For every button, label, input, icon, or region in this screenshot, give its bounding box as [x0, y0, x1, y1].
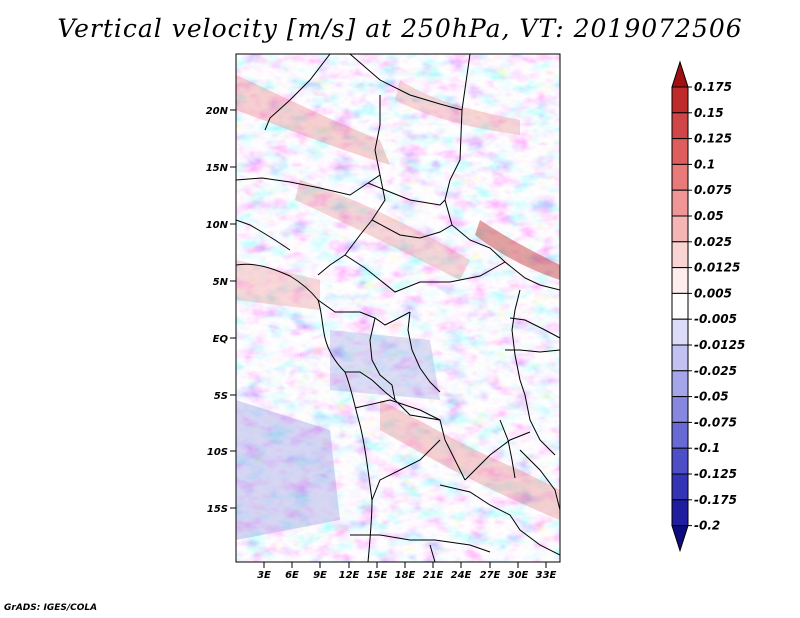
colorbar-segment — [671, 86, 689, 114]
lat-label-5n: 5N — [213, 277, 229, 288]
lat-label-5s: 5S — [214, 391, 228, 402]
colorbar-label: -0.005 — [694, 312, 737, 326]
colorbar-segment — [671, 499, 689, 527]
colorbar-segment — [671, 370, 689, 398]
colorbar-bottom-arrow — [671, 525, 689, 553]
colorbar-segment — [671, 396, 689, 423]
lat-label-eq: EQ — [213, 334, 229, 345]
lon-label-30e: 30E — [508, 570, 529, 581]
lat-label-20n: 20N — [206, 106, 229, 117]
colorbar-segment — [671, 267, 689, 294]
lon-label-3e: 3E — [257, 570, 271, 581]
colorbar-segment — [671, 241, 689, 269]
colorbar-label: 0.125 — [694, 132, 732, 146]
colorbar-label: -0.1 — [694, 441, 720, 455]
colorbar-segment — [671, 292, 689, 320]
colorbar-segment — [671, 138, 689, 165]
lon-label-24e: 24E — [451, 570, 472, 581]
colorbar-label: 0.175 — [694, 80, 732, 94]
colorbar-label: 0.0125 — [694, 261, 740, 275]
colorbar-top-arrow — [671, 60, 689, 88]
colorbar-label: -0.05 — [694, 390, 729, 404]
lat-label-15n: 15N — [206, 163, 229, 174]
colorbar-segment — [671, 447, 689, 475]
colorbar-label: 0.025 — [694, 235, 732, 249]
map-title: Vertical velocity [m/s] at 250hPa, VT: 2… — [57, 14, 743, 43]
lon-label-27e: 27E — [480, 570, 501, 581]
lon-label-6e: 6E — [285, 570, 299, 581]
colorbar-label: 0.15 — [694, 106, 724, 120]
colorbar-segment — [671, 215, 689, 243]
colorbar-segment — [671, 112, 689, 140]
country-borders — [236, 54, 560, 562]
lat-label-15s: 15S — [207, 504, 228, 515]
colorbar-label: 0.005 — [694, 286, 732, 300]
grads-credit: GrADS: IGES/COLA — [4, 603, 98, 613]
lon-label-33e: 33E — [536, 570, 557, 581]
map-frame — [235, 53, 561, 563]
colorbar-label: -0.2 — [694, 519, 720, 533]
velocity-field — [236, 54, 560, 562]
colorbar-segment — [671, 189, 689, 217]
colorbar-label: -0.125 — [694, 467, 737, 481]
colorbar-label: -0.175 — [694, 493, 737, 507]
colorbar-label: -0.075 — [694, 415, 737, 429]
colorbar-segment — [671, 421, 689, 449]
lon-label-15e: 15E — [367, 570, 388, 581]
lat-label-10s: 10S — [207, 447, 228, 458]
latitude-axis — [230, 109, 236, 509]
colorbar-label: 0.05 — [694, 209, 724, 223]
lon-label-9e: 9E — [313, 570, 327, 581]
colorbar-label: -0.025 — [694, 364, 737, 378]
lon-label-21e: 21E — [423, 570, 444, 581]
colorbar-label: 0.1 — [694, 157, 715, 171]
colorbar-segment — [671, 163, 689, 191]
colorbar-segment — [671, 318, 689, 346]
lat-label-10n: 10N — [206, 220, 229, 231]
colorbar-label: -0.0125 — [694, 338, 745, 352]
longitude-axis — [263, 562, 547, 568]
colorbar-segment — [671, 344, 689, 372]
lon-label-18e: 18E — [395, 570, 416, 581]
lon-label-12e: 12E — [339, 570, 360, 581]
colorbar-label: 0.075 — [694, 183, 732, 197]
colorbar: 0.175 0.15 0.125 0.1 0.075 0.05 0.025 0.0125 0.0… — [671, 60, 745, 553]
colorbar-segment — [671, 473, 689, 501]
